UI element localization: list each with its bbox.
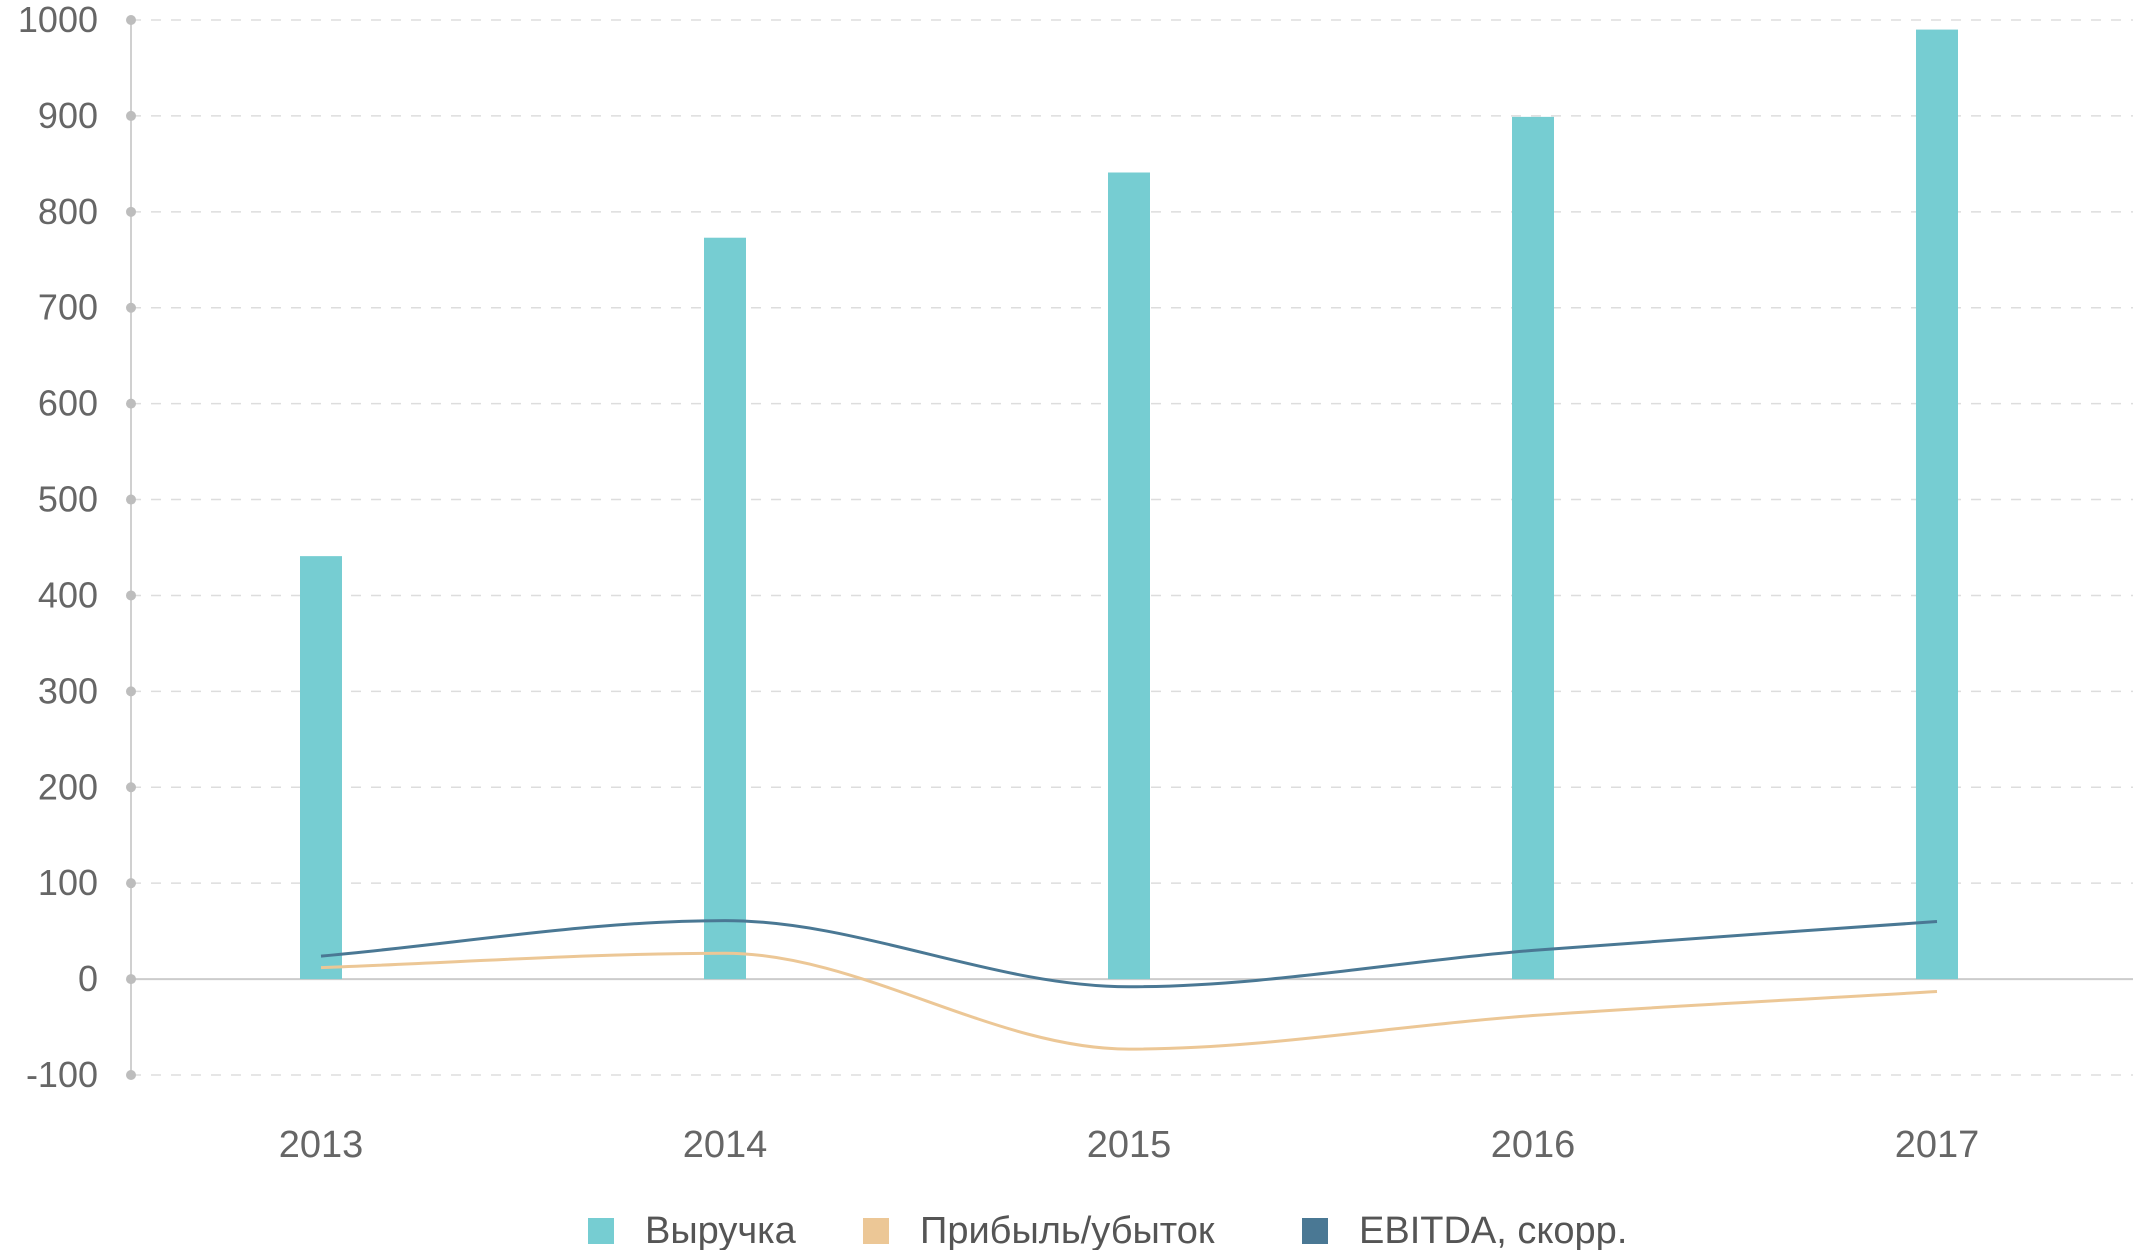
revenue-bar-2014: [704, 237, 746, 980]
x-axis-tick-labels: 2013 2014 2015 2016 2017: [279, 1124, 1980, 1166]
x-tick-label: 2017: [1895, 1124, 1980, 1166]
line-series: [320, 919, 1938, 1051]
revenue-bar-2016: [1512, 116, 1554, 980]
legend: Выручка Прибыль/убыток EBITDA, скорр.: [588, 1210, 1627, 1250]
x-tick-label: 2013: [279, 1124, 364, 1166]
legend-label: Прибыль/убыток: [920, 1210, 1215, 1250]
y-tick-label: 800: [38, 191, 98, 232]
revenue-bar-2017: [1916, 29, 1958, 980]
revenue-bar-2015: [1108, 172, 1150, 980]
legend-swatch: [863, 1218, 889, 1244]
y-tick-label: -100: [26, 1054, 98, 1095]
y-tick-dot: [126, 1070, 136, 1080]
y-tick-label: 0: [78, 958, 98, 999]
y-tick-label: 500: [38, 479, 98, 520]
profit-loss-line: [320, 951, 1938, 1051]
y-tick-dot: [126, 302, 136, 313]
x-tick-label: 2016: [1491, 1124, 1576, 1166]
y-tick-label: 400: [38, 574, 98, 615]
y-tick-dot: [126, 782, 136, 793]
y-tick-label: 1000: [18, 0, 98, 40]
y-tick-dot: [126, 110, 136, 121]
y-tick-dot: [126, 686, 136, 697]
y-tick-dot: [126, 878, 136, 889]
y-tick-dot: [126, 974, 136, 985]
y-tick-dot: [126, 15, 136, 25]
x-tick-label: 2015: [1087, 1124, 1172, 1166]
revenue-bar-2013: [300, 556, 342, 980]
y-tick-label: 300: [38, 670, 98, 711]
y-tick-dot: [126, 590, 136, 601]
y-tick-label: 200: [38, 766, 98, 807]
y-tick-label: 700: [38, 287, 98, 328]
legend-swatch: [1302, 1218, 1328, 1244]
y-tick-dot: [126, 206, 136, 217]
legend-label: EBITDA, скорр.: [1359, 1210, 1627, 1250]
ebitda-line: [320, 919, 1938, 989]
y-tick-dot: [126, 398, 136, 409]
y-tick-label: 600: [38, 383, 98, 424]
y-tick-label: 900: [38, 95, 98, 136]
x-tick-label: 2014: [683, 1124, 768, 1166]
legend-label: Выручка: [645, 1210, 797, 1250]
revenue-bars: [300, 29, 1958, 980]
y-tick-dot: [126, 494, 136, 505]
legend-swatch: [588, 1218, 614, 1244]
y-tick-label: 100: [38, 862, 98, 903]
